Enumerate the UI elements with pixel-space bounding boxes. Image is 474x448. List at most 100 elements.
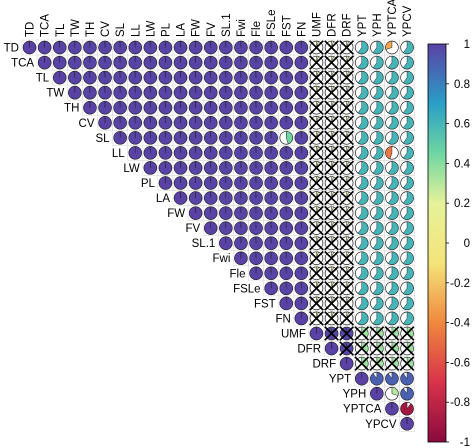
insignificance-cross [324, 280, 339, 296]
corr-pie-TD-FST [279, 40, 294, 55]
corr-pie-TCA-LA [173, 55, 188, 70]
corr-pie-TH-FN [294, 100, 309, 115]
corr-pie-TCA-TL [52, 55, 67, 70]
corr-pie-Fwi-YPCV [400, 251, 414, 265]
corr-pie-SL-LL [128, 131, 143, 145]
corr-pie-FW-SL.1 [219, 206, 233, 220]
corr-pie-TCA-FW [188, 55, 203, 70]
corr-pie-FW-YPT [355, 206, 369, 220]
col-label-CV: CV [100, 21, 112, 37]
insignificance-cross [369, 326, 385, 341]
row-label-FV: FV [185, 223, 200, 235]
insignificance-cross [339, 265, 354, 281]
corr-pie-YPT-YPTCA [385, 371, 399, 386]
corr-pie-FSLe-YPT [355, 281, 369, 296]
corr-pie-TD-FSLe [264, 40, 278, 55]
corr-pie-TH-YPT [355, 100, 369, 115]
row-label-SL.1: SL.1 [192, 238, 216, 250]
corr-pie-SL.1-Fle [249, 236, 263, 250]
colorbar-tick-label: -1 [460, 437, 470, 448]
corr-pie-TL-TH [83, 70, 97, 85]
corr-pie-TCA-FN [294, 55, 309, 70]
corr-pie-FV-Fwi [234, 221, 248, 235]
col-label-YPTCA: YPTCA [387, 0, 399, 37]
corr-pie-SL-SL [113, 131, 127, 145]
colorbar-tick-label: 1 [464, 39, 470, 51]
corr-pie-YPT-YPT [355, 371, 369, 386]
corr-pie-SL.1-YPT [355, 236, 369, 250]
corr-pie-LW-Fle [249, 161, 263, 175]
corr-pie-TL-Fwi [234, 70, 248, 85]
corr-pie-Fwi-YPT [355, 251, 369, 265]
corr-pie-TD-FV [204, 40, 218, 55]
corr-pie-Fwi-Fle [249, 251, 263, 265]
corr-pie-FV-FST [279, 221, 294, 235]
corr-pie-SL-FV [204, 131, 218, 145]
insignificance-cross [309, 40, 324, 55]
colorbar-tick-label: -0.6 [450, 357, 470, 369]
row-label-TH: TH [64, 103, 79, 115]
corr-pie-LA-Fwi [234, 191, 248, 205]
corr-pie-SL-FSLe [264, 131, 278, 145]
col-label-Fle: Fle [251, 21, 263, 37]
corr-pie-Fle-YPTCA [385, 266, 399, 281]
corr-pie-Fle-Fle [249, 266, 263, 281]
insignificance-cross [339, 40, 354, 55]
corr-pie-TCA-TW [68, 55, 82, 70]
corr-pie-FSLe-YPCV [400, 281, 414, 296]
insignificance-cross [384, 326, 400, 341]
corr-pie-TL-SL [113, 70, 127, 85]
corr-pie-TCA-LW [143, 55, 158, 70]
row-label-FN: FN [275, 313, 290, 325]
insignificance-cross [309, 190, 324, 206]
corr-pie-FW-FN [294, 206, 309, 220]
insignificance-cross [324, 235, 339, 251]
corr-pie-FSLe-FSLe [264, 281, 278, 296]
corr-pie-PL-YPCV [400, 176, 414, 190]
corr-pie-SL-YPH [370, 131, 384, 145]
corr-pie-FV-Fle [249, 221, 263, 235]
corr-pie-CV-SL.1 [219, 116, 233, 130]
corr-pie-FN-FN [294, 311, 309, 326]
insignificance-cross [324, 100, 339, 116]
corr-pie-SL.1-FN [294, 236, 309, 250]
corr-pie-PL-SL.1 [219, 176, 233, 190]
corr-pie-LA-LA [173, 191, 188, 205]
corr-pie-LW-FW [188, 161, 203, 175]
insignificance-cross [309, 130, 324, 146]
corr-pie-FW-Fle [249, 206, 263, 220]
corr-pie-LL-Fwi [234, 146, 248, 160]
corr-pie-SL.1-YPTCA [385, 236, 399, 250]
row-label-TCA: TCA [11, 58, 34, 70]
corr-pie-CV-FSLe [264, 116, 278, 130]
corr-pie-SL.1-Fwi [234, 236, 248, 250]
corr-pie-SL.1-FST [279, 236, 294, 250]
row-label-LW: LW [123, 163, 140, 175]
corr-pie-TD-TH [83, 40, 97, 55]
corr-pie-TD-FW [188, 40, 203, 55]
corr-pie-FW-YPTCA [385, 206, 399, 220]
insignificance-cross [339, 235, 354, 251]
col-label-TH: TH [85, 22, 97, 37]
corr-pie-SL-FST [279, 131, 294, 145]
corr-pie-TW-SL [113, 85, 127, 100]
col-label-FW: FW [191, 19, 203, 37]
insignificance-cross [309, 145, 324, 161]
corr-pie-LW-FN [294, 161, 309, 175]
insignificance-cross [339, 100, 354, 116]
colorbar-tick-label: -0.2 [450, 278, 470, 290]
corr-pie-TD-Fle [249, 40, 263, 55]
corr-pie-SL-LW [143, 131, 158, 145]
corr-pie-YPH-YPCV [400, 386, 414, 401]
corr-pie-LL-YPTCA [385, 146, 399, 160]
corr-pie-YPTCA-YPCV [400, 401, 414, 416]
corr-pie-LL-SL.1 [219, 146, 233, 160]
corr-pie-FST-YPH [370, 296, 384, 311]
col-label-YPH: YPH [372, 13, 384, 37]
corr-pie-LW-YPH [370, 161, 384, 175]
col-label-DFR: DFR [327, 13, 339, 37]
corr-pie-CV-Fle [249, 116, 263, 130]
row-label-CV: CV [79, 118, 95, 130]
corr-pie-FV-YPH [370, 221, 384, 235]
